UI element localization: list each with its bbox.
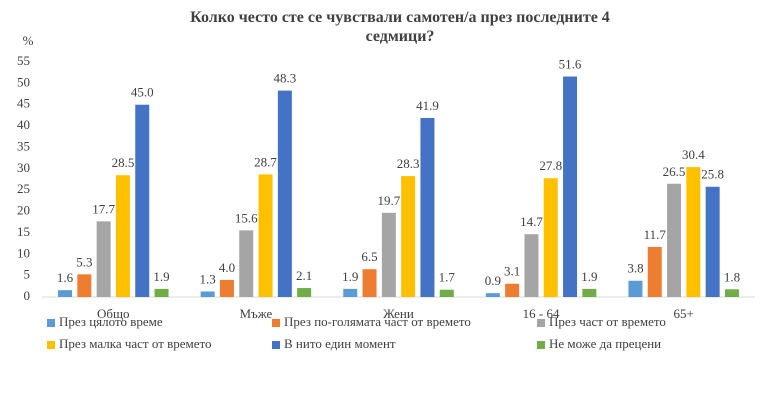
bar xyxy=(401,176,416,297)
bar xyxy=(582,288,597,297)
bar xyxy=(200,291,215,297)
value-label: 1.3 xyxy=(200,271,216,286)
value-label: 1.7 xyxy=(439,270,456,285)
value-label: 51.6 xyxy=(559,57,582,72)
value-label: 1.6 xyxy=(57,270,74,285)
legend-swatch xyxy=(47,341,55,349)
bar xyxy=(724,289,739,297)
bar xyxy=(277,90,292,297)
legend-label: През по-голямата част от времето xyxy=(284,314,471,329)
legend-label: През част от времето xyxy=(549,314,666,329)
legend-label: Не може да прецени xyxy=(549,336,661,351)
y-tick-label: 35 xyxy=(17,138,30,153)
value-label: 17.7 xyxy=(92,201,115,216)
bar xyxy=(77,274,92,297)
bar xyxy=(343,288,358,297)
value-label: 41.9 xyxy=(416,98,439,113)
value-label: 15.6 xyxy=(235,210,258,225)
bar xyxy=(362,269,377,297)
y-tick-label: 10 xyxy=(17,245,30,260)
legend-swatch xyxy=(272,319,280,327)
chart-title: Колко често сте се чувствали самотен/а п… xyxy=(190,9,610,45)
bar xyxy=(647,247,662,297)
value-label: 5.3 xyxy=(76,254,92,269)
bar xyxy=(96,221,111,297)
bar xyxy=(258,174,273,297)
value-label: 3.1 xyxy=(504,264,520,279)
bar xyxy=(115,175,130,297)
bar xyxy=(58,290,73,297)
bar xyxy=(628,280,643,297)
value-label: 0.9 xyxy=(485,273,501,288)
y-axis-label: % xyxy=(23,33,34,48)
bar xyxy=(686,167,701,297)
bar xyxy=(219,279,234,297)
y-tick-label: 15 xyxy=(17,224,30,239)
legend-swatch xyxy=(272,341,280,349)
y-tick-label: 40 xyxy=(17,117,30,132)
bar xyxy=(524,234,539,297)
y-tick-label: 30 xyxy=(17,160,30,175)
x-tick-label: 16 - 64 xyxy=(523,306,560,321)
value-label: 45.0 xyxy=(131,85,154,100)
legend-label: През малка част от времето xyxy=(59,336,212,351)
value-label: 1.8 xyxy=(724,269,740,284)
value-label: 28.3 xyxy=(397,156,420,171)
x-tick-label: Мъже xyxy=(239,306,272,321)
y-tick-label: 25 xyxy=(17,181,30,196)
value-label: 27.8 xyxy=(539,158,562,173)
bar xyxy=(420,117,435,298)
value-label: 28.5 xyxy=(112,155,135,170)
value-label: 26.5 xyxy=(663,164,686,179)
value-label: 3.8 xyxy=(627,261,643,276)
bar xyxy=(563,76,578,297)
bar xyxy=(485,293,500,297)
value-label: 48.3 xyxy=(273,71,296,86)
legend-swatch xyxy=(47,319,55,327)
bar xyxy=(505,283,520,297)
bar xyxy=(439,289,454,297)
legend-swatch xyxy=(537,319,545,327)
bar xyxy=(135,104,150,298)
bar xyxy=(543,178,558,297)
y-tick-label: 45 xyxy=(17,96,30,111)
value-label: 4.0 xyxy=(219,260,235,275)
value-label: 11.7 xyxy=(644,227,667,242)
value-label: 1.9 xyxy=(581,269,597,284)
legend-swatch xyxy=(537,341,545,349)
x-tick-label: Жени xyxy=(383,306,414,321)
value-label: 2.1 xyxy=(296,268,312,283)
value-label: 1.9 xyxy=(342,269,358,284)
bar xyxy=(154,288,169,297)
value-label: 6.5 xyxy=(361,249,377,264)
value-label: 30.4 xyxy=(682,147,705,162)
legend-label: В нито един момент xyxy=(284,336,396,351)
bar xyxy=(705,186,720,297)
x-tick-label: Общо xyxy=(97,306,130,321)
bar xyxy=(239,230,254,297)
y-tick-label: 0 xyxy=(24,288,31,303)
value-label: 25.8 xyxy=(701,167,724,182)
y-tick-label: 5 xyxy=(24,267,31,282)
value-label: 19.7 xyxy=(377,193,400,208)
value-label: 14.7 xyxy=(520,214,543,229)
bar xyxy=(297,288,312,297)
x-tick-label: 65+ xyxy=(674,306,694,321)
bar xyxy=(667,183,682,297)
legend-label: През цялото време xyxy=(59,314,163,329)
y-tick-label: 20 xyxy=(17,203,30,218)
bar xyxy=(381,212,396,297)
value-label: 1.9 xyxy=(153,269,169,284)
y-tick-label: 55 xyxy=(17,53,30,68)
value-label: 28.7 xyxy=(254,154,277,169)
y-tick-label: 50 xyxy=(17,74,30,89)
